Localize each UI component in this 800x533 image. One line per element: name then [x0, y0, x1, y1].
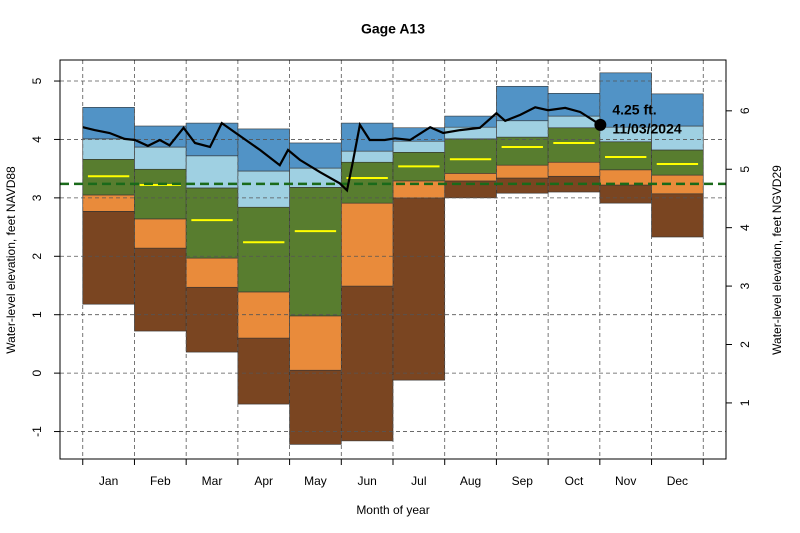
band	[651, 149, 704, 176]
band	[185, 286, 239, 353]
x-tick-label: Mar	[202, 474, 223, 488]
y2-axis-label: Water-level elevation, feet NGVD29	[770, 165, 784, 355]
band	[134, 247, 187, 332]
band	[444, 115, 497, 128]
point-label: 11/03/2024	[612, 121, 682, 137]
band	[392, 140, 446, 153]
band	[134, 168, 187, 220]
band	[651, 193, 704, 238]
x-tick-label: Apr	[254, 474, 273, 488]
band	[134, 146, 187, 170]
band	[496, 120, 549, 138]
y2-tick-label: 6	[738, 107, 752, 114]
band	[185, 155, 239, 189]
band	[237, 337, 290, 405]
y2-tick-label: 4	[738, 224, 752, 231]
band	[496, 85, 549, 122]
y2-tick-label: 1	[738, 399, 752, 406]
band	[547, 92, 601, 117]
x-tick-label: Aug	[460, 474, 481, 488]
y-tick-label: 0	[30, 369, 44, 376]
band	[134, 218, 187, 249]
band	[237, 128, 290, 172]
band	[496, 164, 549, 179]
y-axis-label: Water-level elevation, feet NAVD88	[4, 166, 18, 354]
band	[444, 138, 497, 174]
x-tick-label: May	[304, 474, 327, 488]
current-line	[82, 106, 601, 193]
band	[185, 187, 239, 259]
band	[289, 187, 342, 317]
band	[392, 197, 446, 381]
band	[444, 173, 497, 182]
band	[340, 150, 394, 163]
x-tick-label: Jan	[99, 474, 118, 488]
y-tick-label: 5	[30, 77, 44, 84]
band	[340, 202, 394, 287]
x-axis-label: Month of year	[356, 503, 429, 517]
band	[82, 211, 135, 305]
x-tick-label: Oct	[565, 474, 584, 488]
band	[599, 72, 652, 128]
x-tick-label: Nov	[615, 474, 636, 488]
chart-title: Gage A13	[361, 21, 425, 37]
band	[599, 184, 652, 204]
band	[289, 142, 342, 169]
point-label: 4.25 ft.	[612, 102, 656, 118]
band	[82, 194, 135, 212]
band	[496, 136, 549, 166]
band	[651, 93, 704, 127]
x-tick-label: Jul	[411, 474, 426, 488]
band	[599, 141, 652, 171]
y2-tick-label: 5	[738, 166, 752, 173]
band	[237, 170, 290, 208]
band	[289, 369, 342, 445]
y2-tick-label: 2	[738, 341, 752, 348]
y-tick-label: 3	[30, 194, 44, 201]
band	[496, 177, 549, 194]
band	[82, 107, 135, 140]
x-tick-label: Feb	[150, 474, 171, 488]
band	[82, 138, 135, 160]
band	[547, 115, 601, 129]
y-tick-label: 4	[30, 136, 44, 143]
band	[547, 161, 601, 177]
y-tick-label: -1	[30, 426, 44, 437]
band	[237, 206, 290, 293]
y-tick-label: 1	[30, 311, 44, 318]
band	[340, 285, 394, 442]
y-tick-label: 2	[30, 253, 44, 260]
y2-tick-label: 3	[738, 282, 752, 289]
current-point	[594, 118, 607, 131]
band	[547, 127, 601, 163]
x-tick-label: Dec	[667, 474, 688, 488]
x-tick-label: Jun	[357, 474, 376, 488]
x-tick-label: Sep	[512, 474, 534, 488]
band	[185, 257, 239, 288]
band	[289, 315, 342, 371]
